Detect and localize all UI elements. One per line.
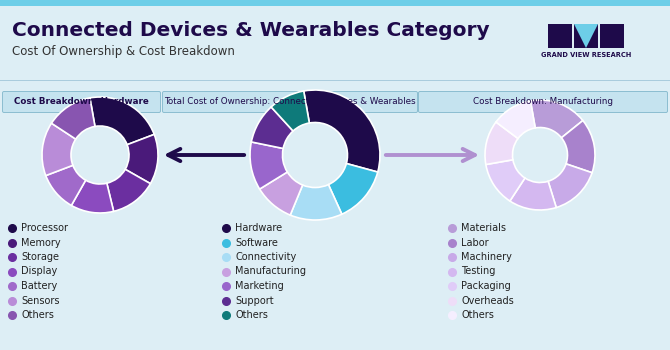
Wedge shape bbox=[90, 97, 154, 145]
Bar bbox=[600, 24, 624, 48]
Text: Support: Support bbox=[235, 295, 273, 306]
Wedge shape bbox=[107, 169, 151, 211]
Wedge shape bbox=[485, 122, 518, 164]
Text: Connectivity: Connectivity bbox=[235, 252, 296, 262]
Text: Sensors: Sensors bbox=[21, 295, 60, 306]
Text: Cost Breakdown: Manufacturing: Cost Breakdown: Manufacturing bbox=[473, 98, 613, 106]
Text: Total Cost of Ownership: Connected Devices & Wearables: Total Cost of Ownership: Connected Devic… bbox=[164, 98, 416, 106]
Wedge shape bbox=[531, 100, 583, 138]
FancyBboxPatch shape bbox=[3, 91, 161, 112]
Text: Labor: Labor bbox=[461, 238, 488, 247]
Text: Cost Of Ownership & Cost Breakdown: Cost Of Ownership & Cost Breakdown bbox=[12, 46, 235, 58]
Text: Others: Others bbox=[235, 310, 268, 320]
Wedge shape bbox=[328, 163, 378, 214]
Wedge shape bbox=[486, 160, 525, 201]
Wedge shape bbox=[561, 120, 595, 173]
FancyBboxPatch shape bbox=[163, 91, 417, 112]
Text: Hardware: Hardware bbox=[235, 223, 282, 233]
Text: Overheads: Overheads bbox=[461, 295, 514, 306]
Wedge shape bbox=[304, 90, 380, 172]
Text: Software: Software bbox=[235, 238, 278, 247]
Bar bbox=[548, 24, 572, 48]
Text: Materials: Materials bbox=[461, 223, 506, 233]
Wedge shape bbox=[42, 123, 76, 176]
Text: Others: Others bbox=[461, 310, 494, 320]
Text: Battery: Battery bbox=[21, 281, 57, 291]
Text: Marketing: Marketing bbox=[235, 281, 284, 291]
Bar bbox=[0, 80, 670, 81]
Text: Connected Devices & Wearables Category: Connected Devices & Wearables Category bbox=[12, 21, 490, 40]
Bar bbox=[0, 6, 670, 80]
Wedge shape bbox=[548, 164, 592, 208]
Wedge shape bbox=[251, 107, 293, 148]
Wedge shape bbox=[510, 178, 556, 210]
Text: Machinery: Machinery bbox=[461, 252, 512, 262]
Wedge shape bbox=[52, 98, 95, 139]
Wedge shape bbox=[496, 101, 535, 139]
Polygon shape bbox=[574, 24, 598, 48]
Wedge shape bbox=[71, 180, 114, 213]
Bar bbox=[0, 0, 670, 6]
Text: GRAND VIEW RESEARCH: GRAND VIEW RESEARCH bbox=[541, 52, 631, 58]
Text: Processor: Processor bbox=[21, 223, 68, 233]
Wedge shape bbox=[271, 91, 310, 131]
Bar bbox=[574, 24, 598, 48]
Wedge shape bbox=[250, 142, 287, 189]
Text: Others: Others bbox=[21, 310, 54, 320]
Text: Manufacturing: Manufacturing bbox=[235, 266, 306, 277]
FancyBboxPatch shape bbox=[419, 91, 667, 112]
Wedge shape bbox=[46, 165, 86, 205]
Text: Storage: Storage bbox=[21, 252, 59, 262]
Wedge shape bbox=[260, 172, 303, 215]
Text: Memory: Memory bbox=[21, 238, 60, 247]
Text: Cost Breakdown: Hardware: Cost Breakdown: Hardware bbox=[14, 98, 149, 106]
Wedge shape bbox=[125, 134, 158, 184]
Wedge shape bbox=[290, 184, 342, 220]
Text: Packaging: Packaging bbox=[461, 281, 511, 291]
Text: Display: Display bbox=[21, 266, 57, 277]
Text: Testing: Testing bbox=[461, 266, 495, 277]
